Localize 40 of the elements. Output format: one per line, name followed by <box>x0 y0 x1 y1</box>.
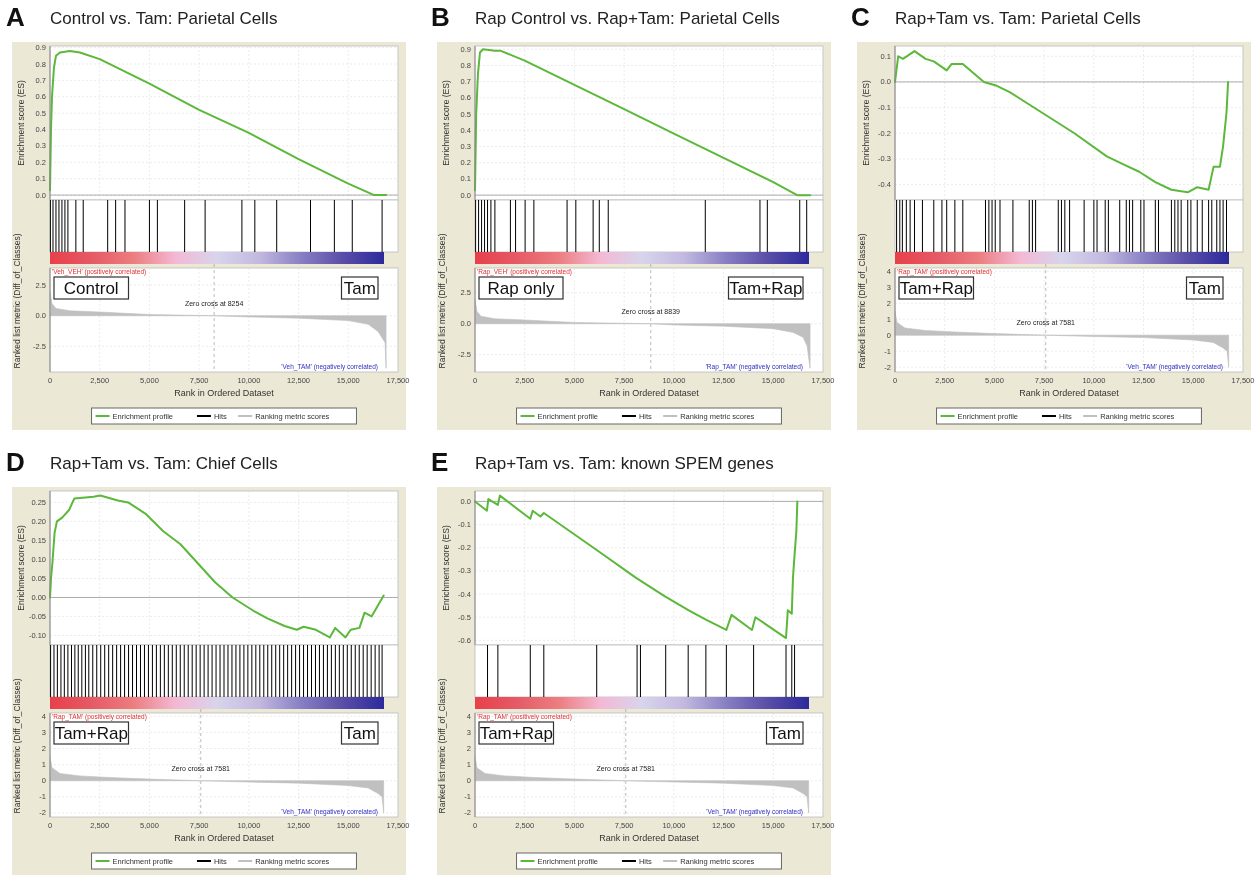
line-series <box>474 494 799 640</box>
chart-title: Rap Control vs. Rap+Tam: Parietal Cells <box>475 9 780 28</box>
y-axis-title: Enrichment score (ES) <box>861 80 871 166</box>
annotation: Tam+Rap <box>729 279 803 298</box>
chart-title: Rap+Tam vs. Tam: Parietal Cells <box>895 9 1141 28</box>
y-axis-title: Enrichment score (ES) <box>441 80 451 166</box>
chart-title: Rap+Tam vs. Tam: known SPEM genes <box>475 454 774 473</box>
annotation: Tam+Rap <box>899 279 973 298</box>
line-series <box>49 494 385 639</box>
y-axis-title: Enrichment score (ES) <box>441 525 451 611</box>
text: E <box>431 447 449 477</box>
chart-title: Control vs. Tam: Parietal Cells <box>50 9 278 28</box>
x-axis-title: Rank in Ordered Dataset <box>599 388 700 398</box>
x-axis-title: Rank in Ordered Dataset <box>174 388 275 398</box>
annotation: Tam <box>343 279 376 298</box>
x-axis-title: Rank in Ordered Dataset <box>174 833 275 843</box>
y-axis-title: Ranked list metric (Diff_of_Classes) <box>12 678 22 814</box>
text: B <box>431 2 450 32</box>
y-axis-title: Ranked list metric (Diff_of_Classes) <box>437 233 447 369</box>
y-axis-title: Enrichment score (ES) <box>16 525 26 611</box>
x-axis-title: Rank in Ordered Dataset <box>599 833 700 843</box>
annotation: Tam+Rap <box>54 724 128 743</box>
annotation: Tam <box>343 724 376 743</box>
y-axis-title: Ranked list metric (Diff_of_Classes) <box>857 233 867 369</box>
y-axis-title: Ranked list metric (Diff_of_Classes) <box>12 233 22 369</box>
line-series <box>894 50 1230 194</box>
line-series <box>474 48 812 197</box>
text: D <box>6 447 25 477</box>
chart-title: Rap+Tam vs. Tam: Chief Cells <box>50 454 278 473</box>
annotation: Tam <box>768 724 801 743</box>
annotation: Tam+Rap <box>479 724 553 743</box>
text: C <box>851 2 870 32</box>
text: A <box>6 2 25 32</box>
y-axis-title: Enrichment score (ES) <box>16 80 26 166</box>
annotation: Tam <box>1188 279 1221 298</box>
x-axis-title: Rank in Ordered Dataset <box>1019 388 1120 398</box>
line-series <box>49 49 388 197</box>
y-axis-title: Ranked list metric (Diff_of_Classes) <box>437 678 447 814</box>
annotation: Rap only <box>487 279 556 298</box>
annotation: Control <box>63 279 119 298</box>
